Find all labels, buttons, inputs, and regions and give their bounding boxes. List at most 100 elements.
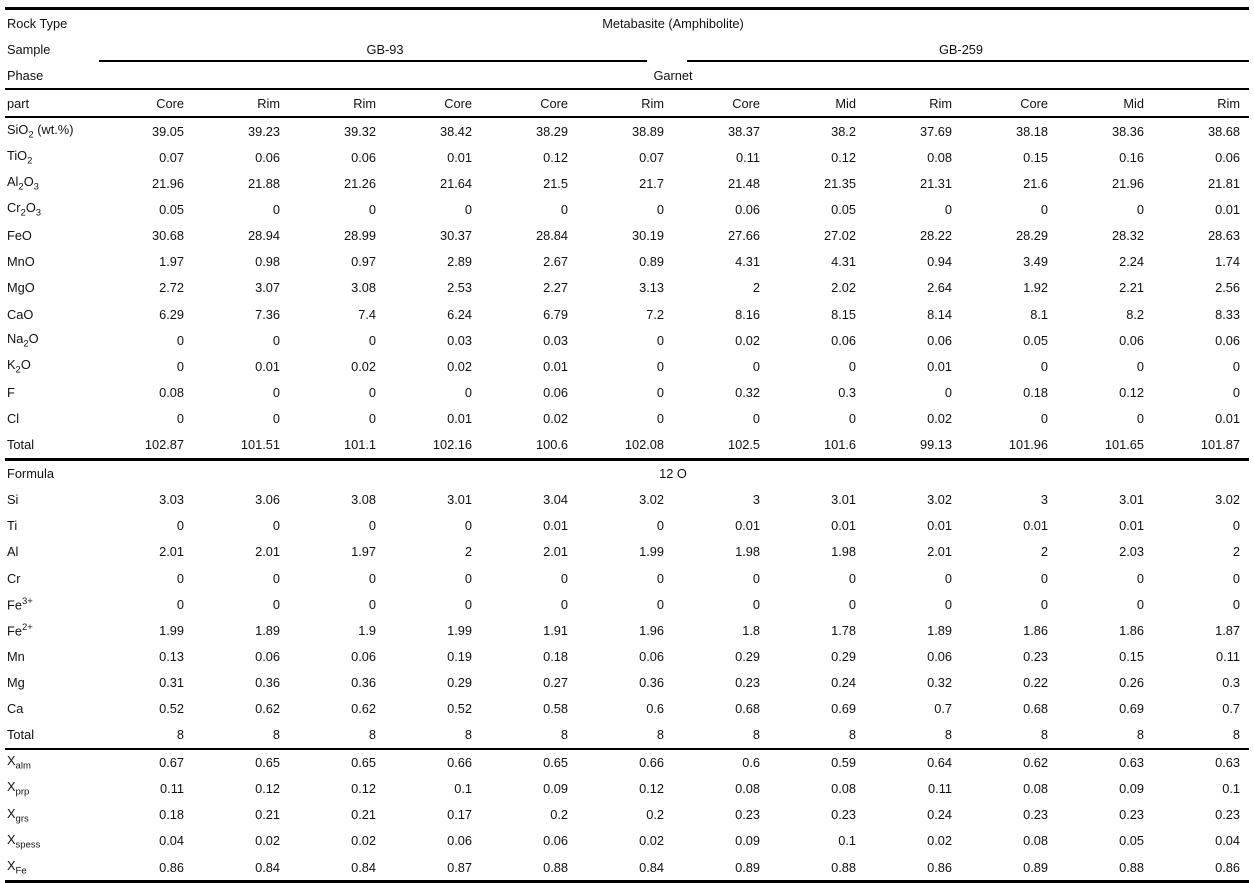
part-cell: Core: [1020, 95, 1048, 111]
value-cell: 2.27: [543, 280, 568, 296]
table-row-si: Si 3.03 3.06 3.08 3.01 3.04 3.02 3 3.01 3.02 3 3.01…: [5, 487, 1249, 513]
value-cell: 0.01: [447, 410, 472, 426]
value-cell: 8: [1232, 727, 1240, 743]
value-cell: 1.99: [639, 544, 664, 560]
value-cell: 0.18: [1023, 384, 1048, 400]
value-cell: 0: [1136, 202, 1144, 218]
value-cell: 39.32: [343, 123, 376, 139]
value-cell: 0.36: [351, 674, 376, 690]
value-cell: 0.06: [255, 648, 280, 664]
value-cell: 0: [1040, 596, 1048, 612]
value-cell: 0: [752, 570, 760, 586]
value-cell: 0.09: [1119, 781, 1144, 797]
part-cell: Core: [540, 95, 568, 111]
value-cell: 0.08: [927, 150, 952, 166]
row-label: Al: [7, 544, 19, 560]
value-cell: 3.01: [831, 492, 856, 508]
value-cell: 2.53: [447, 280, 472, 296]
value-cell: 101.65: [1104, 437, 1144, 453]
value-cell: 0.24: [831, 674, 856, 690]
formula-header-section: Formula 12 O: [5, 459, 1249, 487]
value-cell: 0.3: [1222, 674, 1240, 690]
value-cell: 0.01: [735, 518, 760, 534]
value-cell: 28.84: [535, 228, 568, 244]
value-cell: 0.12: [831, 150, 856, 166]
sample-group-gb-93: GB-93: [97, 36, 673, 63]
value-cell: 3.08: [351, 492, 376, 508]
value-cell: 0.23: [1119, 807, 1144, 823]
value-cell: 2.01: [927, 544, 952, 560]
value-cell: 0.11: [736, 150, 760, 166]
value-cell: 0.01: [543, 358, 568, 374]
value-cell: 2.03: [1119, 544, 1144, 560]
value-cell: 0: [1136, 358, 1144, 374]
value-cell: 0.88: [1119, 859, 1144, 875]
value-cell: 0.84: [351, 859, 376, 875]
row-label: F: [7, 384, 15, 400]
value-cell: 28.29: [1015, 228, 1048, 244]
value-cell: 0: [1136, 570, 1144, 586]
row-label: Ti: [7, 518, 18, 534]
value-cell: 0.12: [351, 781, 376, 797]
row-label: Cr2O3: [7, 200, 42, 219]
row-label: MgO: [7, 280, 35, 296]
value-cell: 3.13: [639, 280, 664, 296]
garnet-analysis-table: Rock Type Metabasite (Amphibolite) Sampl…: [5, 7, 1249, 883]
value-cell: 0: [656, 332, 664, 348]
value-cell: 3.07: [255, 280, 280, 296]
row-label: Mg: [7, 674, 25, 690]
value-cell: 0.01: [1119, 518, 1144, 534]
sample-group-gb-259: GB-259: [673, 36, 1249, 63]
table-row-xalm: Xalm 0.67 0.65 0.65 0.66 0.65 0.66 0.6 0.59 0.64 0…: [5, 749, 1249, 776]
value-cell: 21.7: [639, 176, 664, 192]
value-cell: 0.12: [1119, 384, 1144, 400]
value-cell: 0.19: [447, 648, 472, 664]
value-cell: 8: [656, 727, 664, 743]
value-cell: 0: [464, 596, 472, 612]
value-cell: 0: [1136, 596, 1144, 612]
value-cell: 0.31: [159, 674, 184, 690]
part-cell: Rim: [641, 95, 664, 111]
value-cell: 3.08: [351, 280, 376, 296]
value-cell: 0.6: [742, 755, 760, 771]
value-cell: 38.36: [1111, 123, 1144, 139]
value-cell: 0.08: [1023, 781, 1048, 797]
value-cell: 1.97: [351, 544, 376, 560]
value-cell: 0.89: [735, 859, 760, 875]
value-cell: 0.88: [543, 859, 568, 875]
table-row-mno: MnO 1.97 0.98 0.97 2.89 2.67 0.89 4.31 4.31 0.94 3…: [5, 249, 1249, 275]
part-cell: Rim: [353, 95, 376, 111]
value-cell: 2: [1232, 544, 1240, 560]
value-cell: 0.29: [735, 648, 760, 664]
part-cell: Mid: [835, 95, 856, 111]
value-cell: 30.19: [631, 228, 664, 244]
value-cell: 28.22: [919, 228, 952, 244]
value-cell: 0.66: [447, 755, 472, 771]
value-cell: 28.63: [1207, 228, 1240, 244]
table-row-mg: Mg 0.31 0.36 0.36 0.29 0.27 0.36 0.23 0.24 0.32 0.…: [5, 669, 1249, 695]
value-cell: 0.05: [159, 202, 184, 218]
table-row-xgrs: Xgrs 0.18 0.21 0.21 0.17 0.2 0.2 0.23 0.23 0.24 0.…: [5, 802, 1249, 828]
value-cell: 38.18: [1015, 123, 1048, 139]
value-cell: 0.09: [543, 781, 568, 797]
value-cell: 2.89: [447, 254, 472, 270]
table-row-tio2: TiO2 0.07 0.06 0.06 0.01 0.12 0.07 0.11 0.12 0.08…: [5, 144, 1249, 170]
value-cell: 0.09: [735, 833, 760, 849]
value-cell: 38.68: [1207, 123, 1240, 139]
value-cell: 21.48: [727, 176, 760, 192]
table-row-ti: Ti 0 0 0 0 0.01 0 0.01 0.01 0.01 0.01 0.01 0: [5, 513, 1249, 539]
value-cell: 38.29: [535, 123, 568, 139]
value-cell: 0.21: [351, 807, 376, 823]
value-cell: 8.2: [1126, 306, 1144, 322]
value-cell: 0.23: [1215, 807, 1240, 823]
value-cell: 0: [944, 596, 952, 612]
value-cell: 0.52: [159, 700, 184, 716]
value-cell: 0: [848, 596, 856, 612]
value-cell: 0.07: [639, 150, 664, 166]
value-cell: 0.86: [927, 859, 952, 875]
value-cell: 0: [656, 384, 664, 400]
value-cell: 27.02: [823, 228, 856, 244]
value-cell: 1.9: [358, 622, 376, 638]
value-cell: 0: [272, 596, 280, 612]
value-cell: 8: [848, 727, 856, 743]
